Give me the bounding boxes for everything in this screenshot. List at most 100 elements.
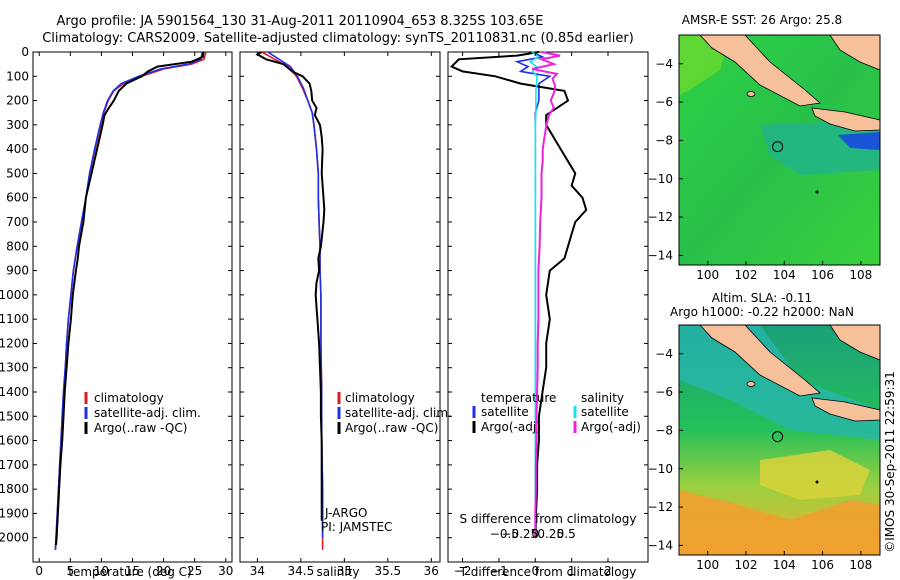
t-difference-label: T difference from climatology	[459, 565, 637, 579]
christmas-island	[815, 190, 819, 194]
x-tick-label: 0	[35, 564, 43, 578]
java-land	[811, 107, 881, 132]
y-tick-label: 1900	[0, 506, 29, 520]
y-tick-label: 900	[6, 264, 29, 278]
difference-legend-right: salinity satellite Argo(-adj)	[573, 391, 641, 434]
sst-blue-patch	[838, 132, 880, 150]
series-climatology	[54, 51, 207, 550]
y-tick-label: 200	[6, 94, 29, 108]
sst-map-panel: AMSR-E SST: 26 Argo: 25.8 100 102 104 106 10…	[648, 13, 881, 282]
sla-map-title-1: Altim. SLA: -0.11	[712, 291, 812, 305]
y-tick-label: 800	[6, 239, 29, 253]
series-argo-raw-qc-	[55, 51, 205, 546]
y-tick-label: 500	[6, 166, 29, 180]
temperature-xlabel: temperature (deg C)	[68, 565, 191, 579]
legend-label-s-argo: Argo(-adj)	[581, 420, 641, 434]
series-argo-raw-qc-	[255, 51, 326, 521]
map-x-tick-label: 104	[773, 268, 796, 282]
x-tick-label: 1	[568, 564, 576, 578]
y-tick-label: 300	[6, 118, 29, 132]
s-tick-label: 0.25	[537, 527, 564, 541]
x-tick-label: 5	[66, 564, 74, 578]
sla-map-frame	[678, 324, 881, 556]
map-x-tick-label: 106	[811, 268, 834, 282]
s-tick-label: 0.5	[557, 527, 576, 541]
legend-label-s-satellite: satellite	[581, 405, 629, 419]
map-x-tick-label: 100	[696, 268, 719, 282]
legend-title-salinity: salinity	[581, 391, 624, 405]
map-y-tick-label: −4	[655, 57, 673, 71]
java-land-sla	[811, 397, 881, 422]
x-tick-label: 30	[218, 564, 233, 578]
difference-legend-left: temperature satellite Argo(-adj)	[472, 391, 556, 434]
x-tick-label: 15	[125, 564, 140, 578]
y-tick-label: 1800	[0, 482, 29, 496]
sla-yellow-patch	[760, 450, 870, 500]
series-t-satellite	[514, 51, 552, 538]
y-tick-label: 2000	[0, 531, 29, 545]
legend-label-satellite: satellite-adj. clim.	[345, 406, 452, 420]
legend-label-t-argo: Argo(-adj)	[481, 420, 541, 434]
x-tick-label: −2	[454, 564, 472, 578]
sumatra-land-sla	[699, 324, 821, 397]
legend-title-temperature: temperature	[481, 391, 556, 405]
x-tick-label: 0	[531, 564, 539, 578]
y-tick-label: 100	[6, 69, 29, 83]
y-tick-label: 1600	[0, 434, 29, 448]
map-x-tick-label: 102	[735, 268, 758, 282]
y-tick-label: 1400	[0, 385, 29, 399]
y-tick-label: 700	[6, 215, 29, 229]
x-tick-label: −1	[490, 564, 508, 578]
annotation-j-argo: J-ARGO	[324, 506, 367, 520]
map-x-tick-label: 100	[696, 558, 719, 572]
x-tick-label: 2	[604, 564, 612, 578]
legend-label-argo: Argo(..raw -QC)	[345, 421, 438, 435]
y-tick-label: 1100	[0, 312, 29, 326]
x-tick-label: 35.5	[374, 564, 401, 578]
x-tick-label: 34	[250, 564, 265, 578]
y-tick-label: 400	[6, 142, 29, 156]
map-y-tick-label: −8	[655, 423, 673, 437]
legend-label-argo: Argo(..raw -QC)	[94, 421, 187, 435]
annotation-pi: PI: JAMSTEC	[321, 520, 392, 534]
christmas-island-sla	[815, 480, 819, 484]
map-y-tick-label: −6	[655, 95, 673, 109]
y-tick-label: 0	[21, 45, 29, 59]
sst-map-frame	[678, 34, 881, 266]
map-x-tick-label: 102	[735, 558, 758, 572]
s-tick-label: −0.25	[501, 527, 538, 541]
series-s-argo-adj-	[531, 51, 561, 538]
title-line-1: Argo profile: JA 5901564_130 31-Aug-2011…	[56, 14, 543, 29]
y-tick-label: 1300	[0, 361, 29, 375]
map-y-tick-label: −12	[648, 210, 673, 224]
x-tick-label: 10	[94, 564, 109, 578]
temperature-legend: climatology satellite-adj. clim. Argo(..…	[84, 391, 201, 435]
imos-timestamp: ©IMOS 30-Sep-2011 22:59:31	[883, 371, 897, 553]
sla-warm-patch	[679, 490, 880, 555]
map-y-tick-label: −14	[648, 248, 673, 262]
y-tick-label: 1700	[0, 458, 29, 472]
argo-location-marker	[772, 141, 784, 153]
map-y-tick-label: −14	[648, 538, 673, 552]
map-y-tick-label: −12	[648, 500, 673, 514]
sla-map-panel: Altim. SLA: -0.11 Argo h1000: -0.22 h200…	[648, 291, 881, 572]
x-tick-label: 35	[337, 564, 352, 578]
sst-map-title: AMSR-E SST: 26 Argo: 25.8	[682, 13, 842, 27]
map-x-tick-label: 104	[773, 558, 796, 572]
temperature-frame	[32, 51, 233, 563]
map-x-tick-label: 108	[849, 558, 872, 572]
enggano-island-sla	[746, 381, 756, 387]
temperature-panel: 0 5 10 15 20 25 30 0 100 200 300 400 500 600 700 800 90…	[0, 45, 233, 579]
series-t-argo-adj-	[449, 51, 588, 538]
salinity-legend: climatology satellite-adj. clim. Argo(..…	[337, 391, 452, 435]
y-tick-label: 1500	[0, 409, 29, 423]
title-line-2: Climatology: CARS2009. Satellite-adjuste…	[42, 31, 634, 46]
legend-label-climatology: climatology	[94, 391, 164, 405]
legend-label-t-satellite: satellite	[481, 405, 529, 419]
x-tick-label: 25	[187, 564, 202, 578]
legend-label-climatology: climatology	[345, 391, 415, 405]
map-y-tick-label: −6	[655, 385, 673, 399]
difference-frame	[447, 51, 649, 563]
x-tick-label: 20	[156, 564, 171, 578]
